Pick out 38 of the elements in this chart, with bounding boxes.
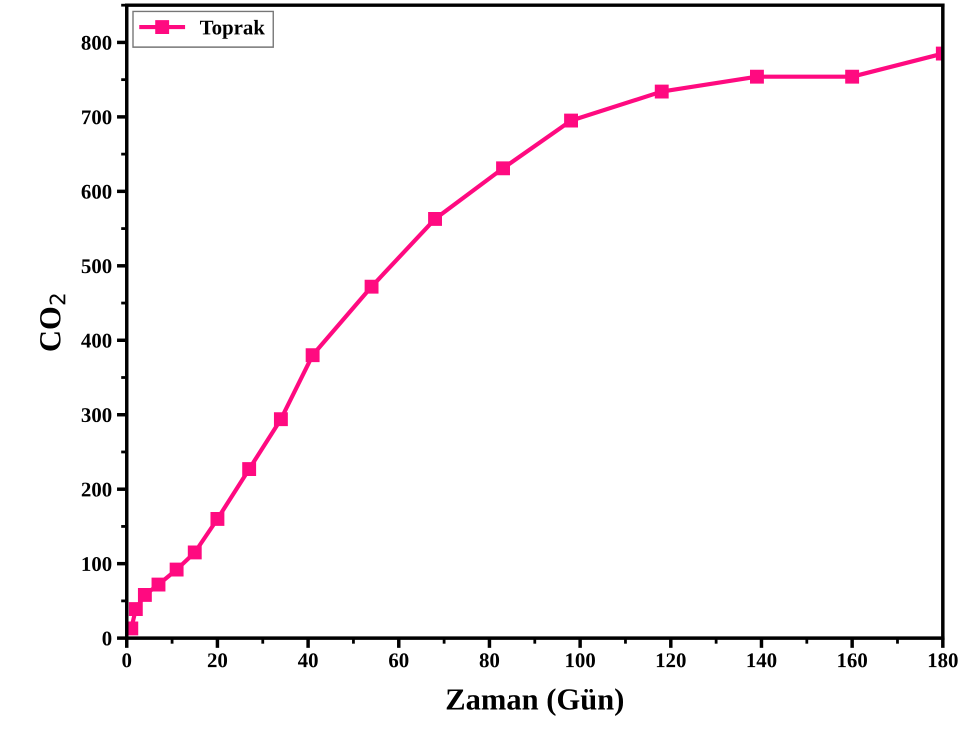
x-tick-label: 40 <box>298 653 318 668</box>
point <box>274 412 288 426</box>
x-tick-label: 60 <box>389 653 408 668</box>
point <box>210 512 224 526</box>
y-tick-label: 400 <box>81 334 112 348</box>
y-axis-title: CO$_{2}$ <box>40 294 66 351</box>
point <box>654 84 669 99</box>
y-tick-label: 600 <box>82 184 112 199</box>
y-tick-label: 300 <box>82 408 112 422</box>
point <box>845 70 860 84</box>
point <box>188 546 202 560</box>
x-tick-label: 20 <box>208 653 228 668</box>
x-tick-label: 160 <box>838 653 867 668</box>
x-tick-label: 180 <box>928 653 958 668</box>
point <box>750 70 764 84</box>
point <box>364 280 379 294</box>
point <box>138 588 152 602</box>
point <box>170 562 184 577</box>
point <box>152 578 166 592</box>
x-tick-label: 80 <box>480 653 500 668</box>
y-tick-label: 700 <box>82 110 112 124</box>
point <box>242 462 256 476</box>
point <box>128 602 143 616</box>
x-tick-label: 120 <box>656 653 686 668</box>
y-tick-label: 500 <box>82 259 112 274</box>
legend-label: Toprak <box>200 20 265 39</box>
y-tick-label: 0 <box>102 631 112 646</box>
point <box>428 212 442 226</box>
point <box>306 348 320 362</box>
x-tick-label: 100 <box>566 653 595 668</box>
x-tick-label: 0 <box>122 653 132 668</box>
point <box>564 114 578 128</box>
x-axis-title: Zaman (Gün) <box>446 688 624 716</box>
y-tick-label: 200 <box>82 482 112 497</box>
y-tick-label: 100 <box>82 557 112 572</box>
y-tick-label: 800 <box>82 36 112 50</box>
x-tick-label: 140 <box>748 653 776 668</box>
point <box>496 161 510 176</box>
